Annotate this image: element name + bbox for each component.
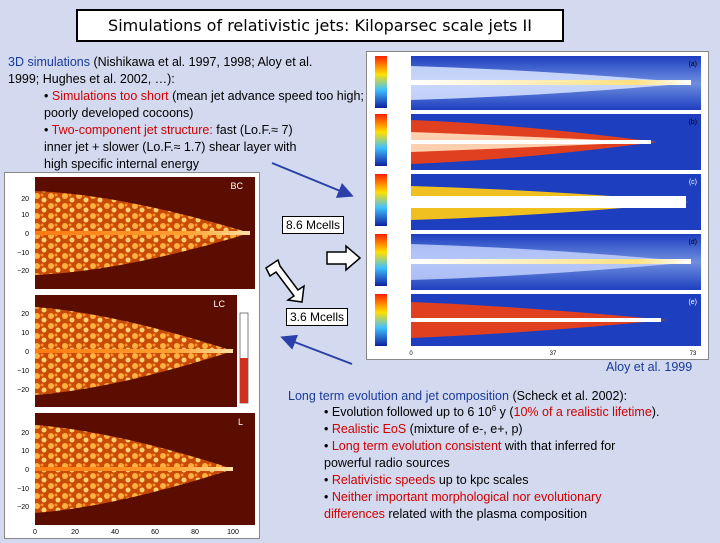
left-simulation-svg: BC LC L 20 10 0 −10 −20 20 10 0 −10 −20 (17, 177, 255, 536)
bullet-text: inner jet + slower (Lo.F. (44, 140, 174, 154)
bullet-text: (mean jet advance speed too high; poorly… (44, 89, 364, 120)
panel-label: L (238, 417, 243, 427)
svg-text:20: 20 (21, 311, 29, 318)
svg-text:40: 40 (111, 529, 119, 536)
svg-text:−20: −20 (17, 387, 29, 394)
outline-arrow-diagonal (265, 258, 305, 303)
cells-label-bottom: 3.6 Mcells (286, 308, 349, 326)
left-xticks: 0 20 40 60 80 100 (33, 529, 239, 536)
arrow-to-left-figure (280, 334, 353, 365)
approx-symbol: ≈ (173, 140, 181, 154)
svg-text:20: 20 (21, 196, 29, 203)
right-panel-b: (b) (375, 114, 701, 170)
left-yticks: 20 10 0 −10 −20 20 10 0 −10 −20 20 10 0 … (17, 196, 29, 511)
left-panel-top: BC (35, 177, 255, 289)
right-panel-e: (e) (375, 294, 701, 346)
panel-label: LC (213, 299, 225, 309)
svg-text:20: 20 (71, 529, 79, 536)
bullet-item: • Evolution followed up to 6 106 y (10% … (324, 403, 660, 419)
right-panel-d: (d) (375, 234, 701, 290)
slide-title: Simulations of relativistic jets: Kilopa… (76, 9, 564, 42)
svg-text:0: 0 (33, 529, 37, 536)
svg-text:(c): (c) (689, 179, 697, 186)
right-simulation-figure: (a) (b) (c) (d) ( (366, 51, 709, 360)
slide-title-text: Simulations of relativistic jets: Kilopa… (108, 16, 532, 35)
references-long-term: Long term evolution and jet composition … (288, 388, 713, 405)
svg-text:−20: −20 (17, 268, 29, 275)
svg-text:0: 0 (25, 349, 29, 356)
ref-3d-rest: (Nishikawa et al. 1997, 1998; Aloy et al… (89, 55, 313, 69)
bullet-red-text: Two-component jet structure: (51, 123, 213, 137)
svg-text:(a): (a) (688, 61, 697, 68)
figure-caption: Aloy et al. 1999 (606, 360, 693, 374)
bullet-item: • Neither important morphological nor ev… (324, 490, 602, 521)
panel-label: BC (230, 181, 243, 191)
svg-text:(d): (d) (688, 239, 697, 246)
bullet-item: • Two-component jet structure: fast (Lo.… (44, 123, 297, 171)
approx-symbol: ≈ (271, 123, 279, 137)
right-panel-c: (c) (375, 174, 701, 230)
references-3d: 3D simulations (Nishikawa et al. 1997, 1… (8, 54, 368, 88)
ref-3d-highlight: 3D simulations (8, 55, 90, 69)
bullets-3d: • Simulations too short (mean jet advanc… (44, 88, 364, 173)
svg-text:80: 80 (191, 529, 199, 536)
left-simulation-figure: BC LC L 20 10 0 −10 −20 20 10 0 −10 −20 (4, 172, 260, 539)
outline-arrow-horizontal (326, 244, 362, 272)
svg-text:37: 37 (550, 351, 557, 357)
ref-long-term-rest: (Scheck et al. 2002): (508, 389, 628, 403)
right-panel-a: (a) (375, 56, 701, 110)
svg-text:0: 0 (25, 467, 29, 474)
svg-text:73: 73 (690, 351, 697, 357)
bullet-text: 7) (278, 123, 293, 137)
svg-text:−10: −10 (17, 486, 29, 493)
svg-text:0: 0 (409, 351, 413, 357)
svg-text:10: 10 (21, 212, 29, 219)
bullet-item: • Relativistic speeds up to kpc scales (324, 473, 529, 487)
svg-text:(b): (b) (688, 119, 697, 126)
svg-text:−20: −20 (17, 504, 29, 511)
bullet-text: fast (Lo.F. (212, 123, 272, 137)
cells-label-top: 8.6 Mcells (282, 216, 345, 234)
right-xticks: 0 37 73 (409, 351, 697, 357)
svg-text:100: 100 (227, 529, 239, 536)
svg-text:(e): (e) (688, 299, 697, 306)
left-panel-middle: LC (35, 295, 249, 407)
bullets-long-term: • Evolution followed up to 6 106 y (10% … (324, 404, 714, 523)
arrow-to-right-figure (271, 162, 354, 198)
svg-text:0: 0 (25, 231, 29, 238)
bullet-item: • Simulations too short (mean jet advanc… (44, 89, 364, 120)
svg-text:20: 20 (21, 430, 29, 437)
svg-text:60: 60 (151, 529, 159, 536)
bullet-item: • Realistic EoS (mixture of e-, e+, p) (324, 422, 523, 436)
right-simulation-svg: (a) (b) (c) (d) ( (375, 56, 701, 357)
bullet-text: 1.7) shear layer with (180, 140, 297, 154)
bullet-red-text: Simulations too short (51, 89, 169, 103)
ref-long-term-highlight: Long term evolution and jet composition (288, 389, 509, 403)
svg-text:10: 10 (21, 330, 29, 337)
bullet-text: high specific internal energy (44, 157, 199, 171)
svg-text:−10: −10 (17, 368, 29, 375)
ref-3d-line2: 1999; Hughes et al. 2002, …): (8, 72, 175, 86)
bullet-item: • Long term evolution consistent with th… (324, 439, 616, 470)
svg-text:10: 10 (21, 448, 29, 455)
svg-text:−10: −10 (17, 250, 29, 257)
left-panel-bottom: L (35, 413, 255, 525)
